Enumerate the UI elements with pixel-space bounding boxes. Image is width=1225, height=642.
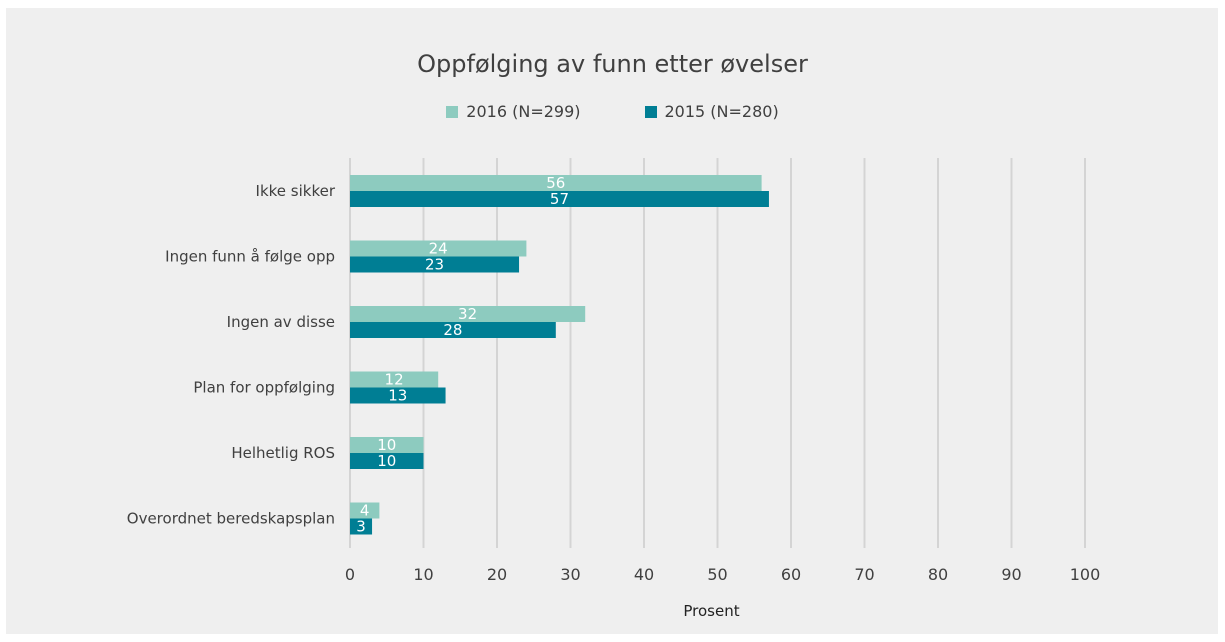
legend-swatch-series-2 (644, 105, 657, 118)
data-label-2-4: 10 (377, 452, 396, 470)
bar-2-5 (350, 518, 373, 535)
data-label-1-1: 24 (429, 240, 448, 258)
chart-panel (6, 8, 1218, 634)
bar-2-0 (350, 191, 769, 207)
category-label-0: Ikke sikker (256, 182, 336, 200)
category-label-1: Ingen funn å følge opp (165, 248, 335, 266)
bar-1-2 (350, 306, 586, 322)
bar-2-4 (350, 453, 424, 469)
bar-1-1 (350, 240, 527, 257)
chart-legend: 2016 (N=299) 2015 (N=280) (0, 102, 1225, 121)
bar-1-5 (350, 502, 380, 519)
data-label-1-3: 12 (385, 371, 404, 389)
x-tick-label-10: 10 (413, 565, 433, 584)
legend-item-series-2: 2015 (N=280) (644, 102, 779, 121)
x-tick-label-30: 30 (560, 565, 580, 584)
x-tick-label-70: 70 (854, 565, 874, 584)
data-label-1-5: 4 (360, 502, 370, 520)
bar-1-4 (350, 437, 424, 453)
category-label-3: Plan for oppfølging (193, 379, 335, 397)
bar-2-3 (350, 387, 446, 404)
legend-label-series-1: 2016 (N=299) (466, 102, 581, 121)
data-label-2-0: 57 (550, 190, 569, 208)
data-label-1-0: 56 (546, 174, 565, 192)
category-label-2: Ingen av disse (227, 313, 335, 331)
category-label-5: Overordnet beredskapsplan (127, 510, 335, 528)
x-tick-label-20: 20 (487, 565, 507, 584)
data-label-2-1: 23 (425, 256, 444, 274)
legend-item-series-1: 2016 (N=299) (446, 102, 581, 121)
data-label-2-5: 3 (356, 518, 366, 536)
data-label-2-2: 28 (443, 321, 462, 339)
x-tick-label-0: 0 (345, 565, 355, 584)
x-tick-label-90: 90 (1001, 565, 1021, 584)
category-label-4: Helhetlig ROS (231, 444, 335, 462)
x-axis-title: Prosent (683, 602, 739, 620)
x-tick-label-60: 60 (781, 565, 801, 584)
x-tick-label-80: 80 (928, 565, 948, 584)
chart-title: Oppfølging av funn etter øvelser (417, 50, 808, 78)
data-label-2-3: 13 (388, 387, 407, 405)
bar-2-2 (350, 322, 556, 338)
data-label-1-2: 32 (458, 305, 477, 323)
data-label-1-4: 10 (377, 436, 396, 454)
legend-label-series-2: 2015 (N=280) (664, 102, 779, 121)
x-tick-label-50: 50 (707, 565, 727, 584)
bar-1-3 (350, 371, 439, 388)
x-tick-label-40: 40 (634, 565, 654, 584)
legend-swatch-series-1 (446, 105, 459, 118)
x-tick-label-100: 100 (1070, 565, 1101, 584)
bar-1-0 (350, 175, 762, 191)
bar-2-1 (350, 256, 520, 273)
